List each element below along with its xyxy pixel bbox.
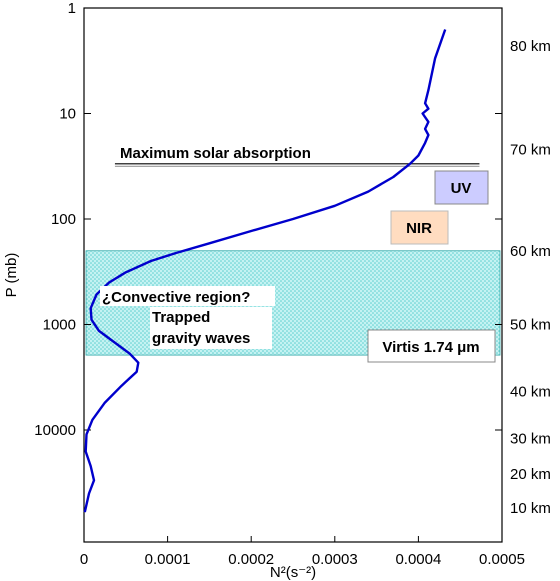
y-axis-title: P (mb): [3, 253, 20, 298]
nir-label: NIR: [406, 220, 432, 237]
convective-label-background: [100, 286, 275, 306]
altitude-label: 60 km: [510, 243, 551, 260]
y-tick-label: 10: [59, 106, 76, 123]
uv-box: [434, 170, 489, 205]
altitude-label: 10 km: [510, 500, 551, 517]
gravity-waves-label: gravity waves: [152, 330, 250, 347]
altitude-label: 70 km: [510, 142, 551, 159]
trapped-label: Trapped: [152, 309, 210, 326]
uv-label: UV: [451, 180, 472, 197]
x-tick-label: 0: [80, 551, 88, 568]
virtis-box: [367, 329, 496, 363]
altitude-label: 80 km: [510, 38, 551, 55]
nir-box: [390, 210, 449, 245]
x-tick-label: 0.0005: [479, 551, 525, 568]
y-tick-label: 1: [68, 0, 76, 17]
trapped-label-background: [150, 307, 272, 349]
altitude-labels: 80 km 70 km 60 km 50 km 40 km 30 km 20 km 10 km: [510, 38, 551, 517]
altitude-label: 40 km: [510, 383, 551, 400]
x-tick-label: 0.0002: [228, 551, 274, 568]
x-tick-label: 0.0003: [312, 551, 358, 568]
x-tick-label: 0.0001: [145, 551, 191, 568]
altitude-label: 20 km: [510, 466, 551, 483]
x-axis-title: N²(s⁻²): [270, 564, 316, 581]
y-tick-label: 100: [51, 211, 76, 228]
n2-profile-line: [83, 29, 447, 513]
tick-marks: [83, 7, 503, 542]
virtis-label: Virtis 1.74 μm: [382, 339, 479, 356]
y-tick-label: 10000: [34, 422, 76, 439]
altitude-label: 30 km: [510, 430, 551, 447]
x-tick-label: 0.0004: [395, 551, 441, 568]
convective-region-label: ¿Convective region?: [102, 289, 250, 306]
y-tick-label: 1000: [43, 317, 76, 334]
plot-frame: [83, 7, 503, 543]
y-tick-labels: 1 10 100 1000 10000: [34, 0, 76, 439]
altitude-label: 50 km: [510, 317, 551, 334]
solar-absorption-label: Maximum solar absorption: [120, 145, 311, 162]
x-tick-labels: 0 0.0001 0.0002 0.0003 0.0004 0.0005: [80, 551, 525, 568]
